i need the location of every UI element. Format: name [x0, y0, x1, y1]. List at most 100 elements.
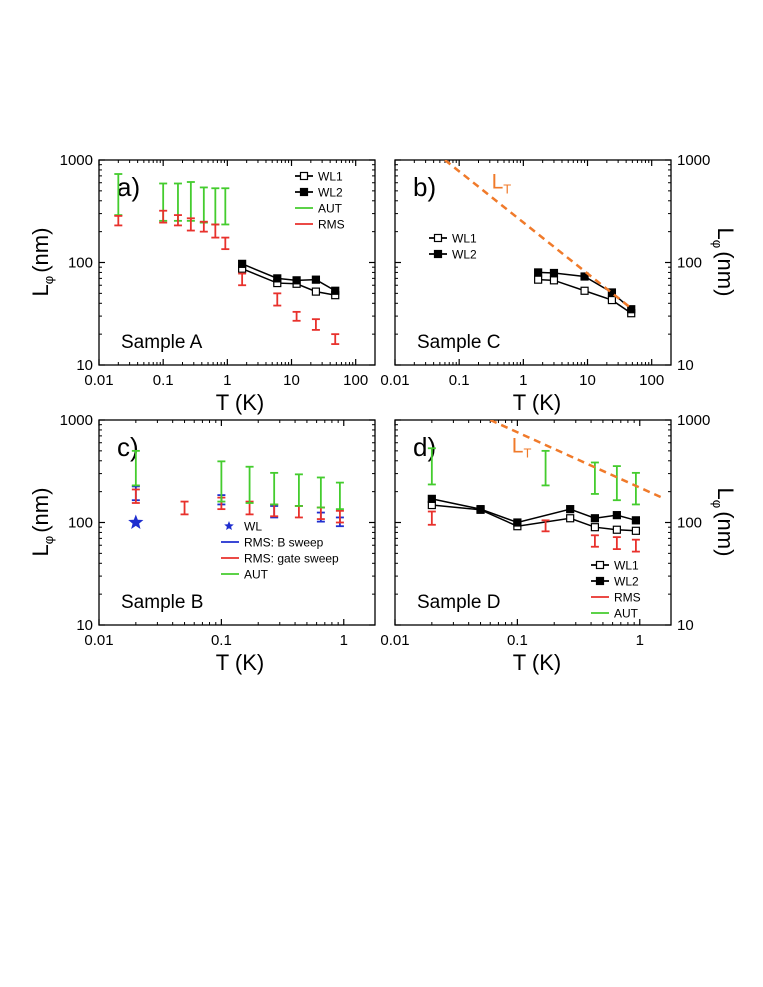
- panel-label: a): [117, 172, 140, 202]
- legend-label: AUT: [318, 202, 343, 216]
- series-line-wl2: [431, 498, 637, 524]
- error-bar-rms: [612, 536, 621, 551]
- error-bar-aut: [294, 473, 303, 507]
- marker-wl2: [580, 272, 589, 281]
- panel-label: d): [413, 432, 436, 462]
- legend-item-wl1: WL1: [295, 170, 343, 184]
- y-axis-label-top-left: Lφ (nm): [28, 228, 56, 297]
- sample-label: Sample B: [121, 592, 203, 613]
- legend-item-rms: RMS: [295, 218, 345, 232]
- panel-a: 0.01 0.1 1 10 100 10 100 1000 a) Sample A WL1 WL2 AU…: [60, 152, 376, 389]
- y-tick-label-right: 1000: [677, 412, 710, 429]
- marker-wl1: [549, 276, 559, 285]
- marker-wl2: [631, 516, 641, 525]
- plot-area: [128, 449, 344, 529]
- legend: WL1 WL2 AUT RMS: [295, 170, 345, 232]
- marker-wl2: [513, 518, 522, 527]
- legend: WL RMS: B sweep RMS: gate sweep AUT: [221, 520, 339, 582]
- x-tick-label: 1: [519, 372, 527, 389]
- legend-item-wl2: WL2: [591, 575, 639, 589]
- marker-wl1: [631, 526, 641, 535]
- error-bar-rms: [541, 519, 550, 533]
- marker-wl1: [612, 525, 621, 534]
- y-axis-label-bottom-left: Lφ(nm): [28, 488, 56, 557]
- legend-label: AUT: [244, 568, 269, 582]
- error-bar-aut: [541, 449, 550, 487]
- y-tick-label-right: 100: [677, 255, 702, 272]
- legend-item-rms-gate-sweep: RMS: gate sweep: [221, 552, 339, 566]
- error-bar-aut: [590, 461, 599, 495]
- y-axis-label-bottom-right: Lφ(nm): [710, 488, 738, 557]
- legend-item-wl2: WL2: [429, 248, 477, 262]
- x-tick-label: 1: [340, 632, 348, 649]
- x-tick-label: 0.01: [84, 372, 113, 389]
- y-label-sub: φ: [41, 276, 56, 284]
- x-tick-label: 10: [579, 372, 596, 389]
- error-bar-rms: [273, 292, 282, 307]
- y-axis-label-top-right: Lφ(nm): [710, 228, 738, 297]
- error-bar-aut: [199, 186, 208, 224]
- panel-c: 0.01 0.1 1 10 100 1000 c) Sample B WL RMS: B swee…: [60, 412, 376, 649]
- error-bar-aut: [217, 460, 226, 503]
- error-bar-aut: [427, 447, 436, 486]
- legend-item-wl1: WL1: [429, 232, 477, 246]
- error-bar-rms: [631, 538, 640, 553]
- legend-marker: [595, 576, 605, 586]
- legend-item-rms: RMS: [591, 591, 641, 605]
- error-bar-aut: [131, 449, 140, 487]
- marker-wl1: [580, 286, 589, 295]
- legend-marker: [433, 233, 443, 243]
- legend-label: WL1: [452, 232, 477, 246]
- error-bar-rms: [199, 220, 208, 233]
- error-bar-aut: [335, 481, 344, 511]
- lt-annotation: LT: [512, 435, 532, 461]
- sample-label: Sample D: [417, 592, 500, 613]
- x-axis-label-c: T (K): [216, 650, 264, 675]
- error-bar-rms: [159, 209, 168, 224]
- x-tick-label: 0.1: [153, 372, 174, 389]
- marker-wl2: [612, 511, 621, 520]
- error-bar-rms-gate-sweep: [335, 509, 344, 524]
- legend-item-aut: AUT: [591, 607, 639, 621]
- error-bar-aut: [270, 471, 279, 506]
- error-bar-rms: [211, 223, 220, 239]
- error-bar-rms: [590, 534, 599, 548]
- marker-wl2: [427, 494, 436, 503]
- error-bar-rms: [114, 214, 123, 227]
- legend: WL1 WL2 RMS AUT: [591, 559, 641, 621]
- error-bar-rms: [221, 236, 230, 251]
- x-axis-label-b: T (K): [513, 390, 561, 415]
- y-label-main: L: [28, 284, 53, 296]
- legend-label: RMS: [318, 218, 345, 232]
- y-tick-label-right: 10: [677, 357, 694, 374]
- lt-annotation: LT: [492, 170, 512, 196]
- legend-label: WL2: [318, 186, 343, 200]
- wl-star-marker: [128, 514, 144, 529]
- error-bar-rms: [292, 310, 301, 322]
- legend-item-wl2: WL2: [295, 186, 343, 200]
- plot-area: [427, 420, 666, 553]
- error-bar-aut: [211, 187, 220, 226]
- marker-wl2: [549, 268, 559, 278]
- panel-label: c): [117, 432, 139, 462]
- error-bar-rms: [427, 510, 436, 526]
- x-tick-label: 0.01: [84, 632, 113, 649]
- error-bar-rms: [311, 318, 320, 331]
- marker-wl2: [476, 505, 485, 514]
- legend-label: RMS: gate sweep: [244, 552, 339, 566]
- x-tick-label: 0.1: [507, 632, 528, 649]
- x-tick-label: 0.1: [449, 372, 470, 389]
- x-tick-label: 100: [639, 372, 664, 389]
- series-line-wl2: [241, 263, 336, 292]
- y-tick-label: 100: [68, 255, 93, 272]
- error-bar-aut: [186, 181, 195, 222]
- legend-star-icon: [224, 521, 234, 530]
- marker-wl1: [534, 275, 543, 284]
- marker-wl1: [607, 295, 617, 305]
- y-tick-label: 1000: [60, 152, 93, 169]
- x-tick-label: 0.01: [380, 372, 409, 389]
- legend-label: WL2: [614, 575, 639, 589]
- sample-label: Sample A: [121, 332, 203, 353]
